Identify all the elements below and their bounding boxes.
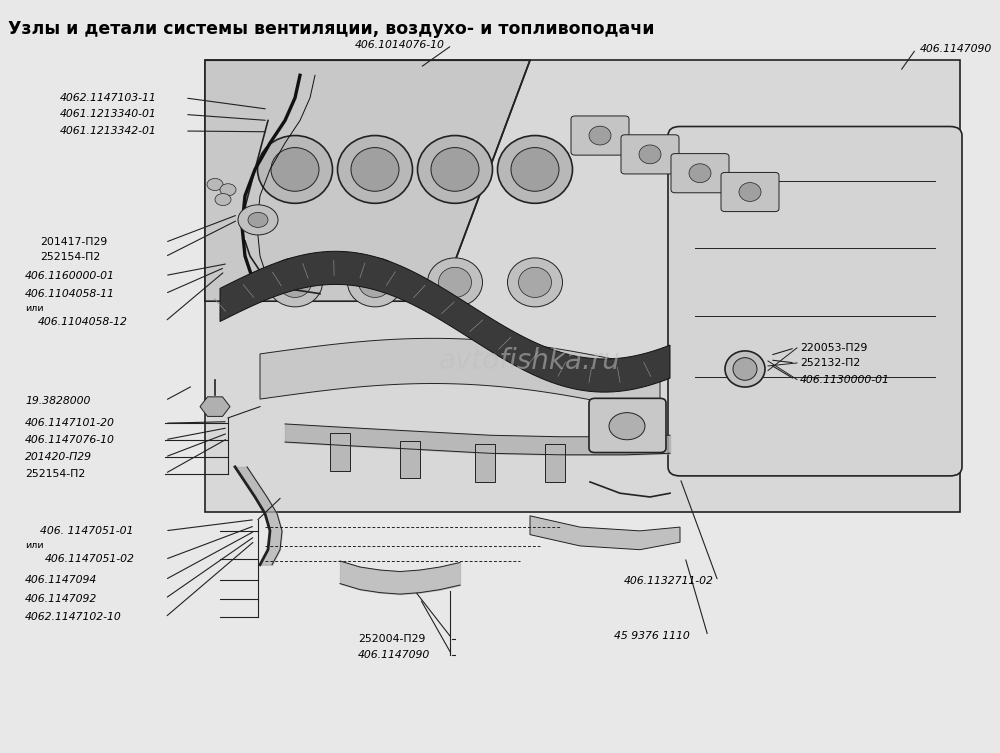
Text: 406.1147101-20: 406.1147101-20	[25, 418, 115, 428]
Ellipse shape	[431, 148, 479, 191]
Text: 201417-П29: 201417-П29	[40, 237, 107, 248]
FancyBboxPatch shape	[668, 127, 962, 476]
Text: 406.1014076-10: 406.1014076-10	[355, 40, 445, 50]
Ellipse shape	[348, 258, 402, 307]
Polygon shape	[260, 338, 660, 414]
Bar	[400, 441, 420, 478]
Text: 406.1130000-01: 406.1130000-01	[800, 374, 890, 385]
Circle shape	[220, 184, 236, 196]
Ellipse shape	[278, 267, 312, 297]
Ellipse shape	[271, 148, 319, 191]
Circle shape	[207, 178, 223, 191]
Text: 406.1147094: 406.1147094	[25, 575, 97, 585]
Text: или: или	[25, 541, 44, 550]
Ellipse shape	[418, 136, 492, 203]
Ellipse shape	[511, 148, 559, 191]
Ellipse shape	[258, 136, 332, 203]
Text: 201420-П29: 201420-П29	[25, 452, 92, 462]
Text: 406.1147090: 406.1147090	[920, 44, 992, 54]
Text: 406.1104058-11: 406.1104058-11	[25, 288, 115, 299]
Bar	[475, 444, 495, 482]
Ellipse shape	[518, 267, 552, 297]
Text: 406.1160000-01: 406.1160000-01	[25, 270, 115, 281]
Text: 406.1132711-02: 406.1132711-02	[624, 576, 714, 587]
Polygon shape	[530, 516, 680, 550]
Ellipse shape	[639, 145, 661, 164]
Ellipse shape	[508, 258, 562, 307]
Ellipse shape	[689, 164, 711, 183]
Bar	[330, 433, 350, 471]
Text: 406.1147090: 406.1147090	[358, 650, 430, 660]
Text: или: или	[25, 304, 44, 313]
Ellipse shape	[725, 351, 765, 387]
Ellipse shape	[589, 127, 611, 145]
FancyBboxPatch shape	[721, 172, 779, 212]
Ellipse shape	[338, 136, 413, 203]
Text: avtofishka.ru: avtofishka.ru	[439, 347, 621, 376]
Circle shape	[238, 205, 278, 235]
Text: 4061.1213342-01: 4061.1213342-01	[60, 126, 157, 136]
Ellipse shape	[498, 136, 572, 203]
Ellipse shape	[351, 148, 399, 191]
Ellipse shape	[739, 183, 761, 202]
Text: 252004-П29: 252004-П29	[358, 633, 425, 644]
Text: 406.1147092: 406.1147092	[25, 593, 97, 604]
Text: 4062.1147102-10: 4062.1147102-10	[25, 612, 122, 623]
Polygon shape	[200, 397, 230, 416]
Ellipse shape	[268, 258, 322, 307]
Circle shape	[248, 212, 268, 227]
Ellipse shape	[438, 267, 472, 297]
Polygon shape	[205, 60, 530, 301]
Polygon shape	[220, 252, 670, 392]
FancyBboxPatch shape	[671, 154, 729, 193]
Circle shape	[215, 194, 231, 206]
Text: 406.1147076-10: 406.1147076-10	[25, 434, 115, 445]
Text: Узлы и детали системы вентиляции, воздухо- и топливоподачи: Узлы и детали системы вентиляции, воздух…	[8, 20, 654, 38]
Text: 19.3828000: 19.3828000	[25, 395, 90, 406]
Text: 252154-П2: 252154-П2	[40, 252, 100, 262]
Text: 406. 1147051-01: 406. 1147051-01	[40, 526, 133, 536]
Text: 4061.1213340-01: 4061.1213340-01	[60, 109, 157, 120]
Text: 45 9376 1110: 45 9376 1110	[614, 631, 690, 642]
FancyBboxPatch shape	[621, 135, 679, 174]
Text: 4062.1147103-11: 4062.1147103-11	[60, 93, 157, 103]
Text: 406.1104058-12: 406.1104058-12	[38, 316, 128, 327]
Bar	[545, 444, 565, 482]
Ellipse shape	[733, 358, 757, 380]
Text: 252132-П2: 252132-П2	[800, 358, 860, 368]
FancyBboxPatch shape	[571, 116, 629, 155]
Ellipse shape	[358, 267, 392, 297]
Text: 406.1147051-02: 406.1147051-02	[45, 554, 135, 565]
Text: 220053-П29: 220053-П29	[800, 343, 867, 353]
Circle shape	[609, 413, 645, 440]
Text: 252154-П2: 252154-П2	[25, 468, 85, 479]
Polygon shape	[205, 60, 960, 512]
Ellipse shape	[428, 258, 482, 307]
FancyBboxPatch shape	[589, 398, 666, 453]
